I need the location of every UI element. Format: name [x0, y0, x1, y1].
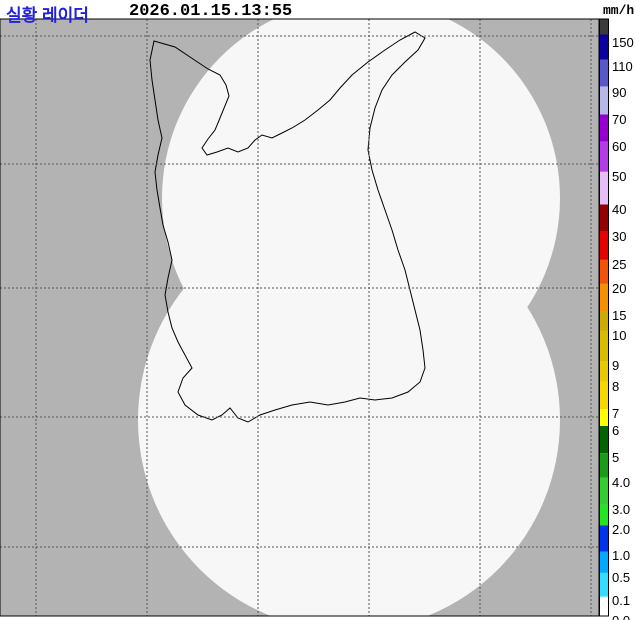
svg-text:2.0: 2.0 [612, 522, 630, 537]
svg-text:50: 50 [612, 169, 626, 184]
svg-text:40: 40 [612, 202, 626, 217]
svg-text:10: 10 [612, 328, 626, 343]
svg-text:60: 60 [612, 139, 626, 154]
svg-text:5: 5 [612, 450, 619, 465]
svg-text:0.0: 0.0 [612, 613, 630, 620]
svg-text:9: 9 [612, 358, 619, 373]
svg-text:30: 30 [612, 229, 626, 244]
svg-text:6: 6 [612, 423, 619, 438]
svg-text:25: 25 [612, 257, 626, 272]
svg-text:8: 8 [612, 379, 619, 394]
svg-text:7: 7 [612, 406, 619, 421]
svg-text:0.1: 0.1 [612, 593, 630, 608]
svg-text:1.0: 1.0 [612, 548, 630, 563]
svg-text:15: 15 [612, 308, 626, 323]
svg-text:20: 20 [612, 281, 626, 296]
svg-text:90: 90 [612, 85, 626, 100]
svg-text:4.0: 4.0 [612, 475, 630, 490]
svg-text:110: 110 [612, 59, 633, 74]
svg-text:150: 150 [612, 35, 634, 50]
svg-text:3.0: 3.0 [612, 502, 630, 517]
svg-text:70: 70 [612, 112, 626, 127]
svg-text:0.5: 0.5 [612, 570, 630, 585]
